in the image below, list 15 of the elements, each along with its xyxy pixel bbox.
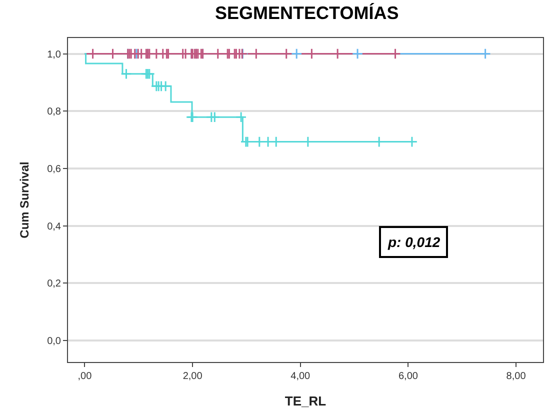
x-tick-label: 4,00 [290,371,311,382]
x-tick-label: 8,00 [506,371,526,382]
x-axis-title: TE_RL [284,394,326,409]
x-tick-label: 6,00 [398,371,418,382]
y-tick-label: 0,6 [47,164,62,175]
chart-title: SEGMENTECTOMÍAS [215,2,399,23]
y-tick-label: 0,2 [47,278,62,290]
y-tick-label: 1,0 [47,49,62,60]
y-tick-label: 0,8 [47,106,62,118]
x-tick-label: ,00 [78,371,92,382]
y-tick-label: 0,0 [47,336,62,347]
annotation: p: 0,012 [387,234,440,250]
y-axis-title: Cum Survival [17,162,32,238]
y-tick-label: 0,4 [47,221,62,232]
x-tick-label: 2,00 [182,371,203,382]
